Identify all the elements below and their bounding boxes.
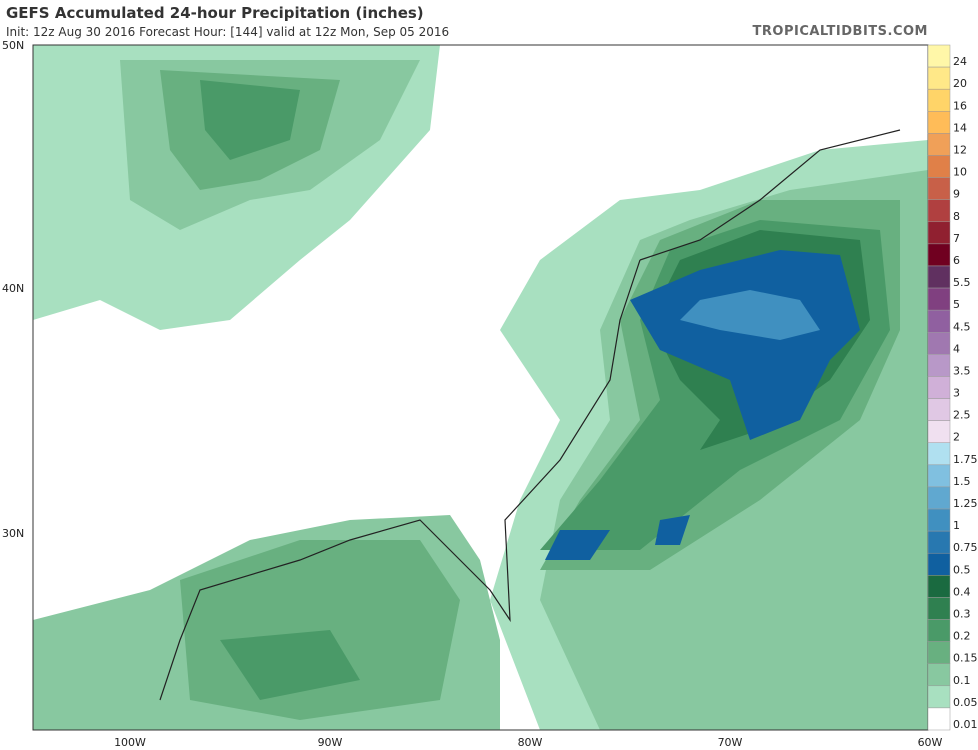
- colorbar-label: 0.2: [953, 630, 971, 643]
- colorbar-label: 3.5: [953, 364, 971, 377]
- colorbar-swatch: [927, 309, 951, 333]
- longitude-label: 60W: [918, 736, 943, 749]
- colorbar-label: 0.01: [953, 718, 978, 731]
- colorbar-label: 6: [953, 254, 960, 267]
- colorbar-swatch: [927, 177, 951, 200]
- colorbar-label: 1.5: [953, 475, 971, 488]
- colorbar-label: 10: [953, 166, 967, 179]
- longitude-label: 100W: [114, 736, 146, 749]
- colorbar-label: 0.1: [953, 674, 971, 687]
- colorbar-label: 2: [953, 431, 960, 444]
- colorbar-label: 1.75: [953, 453, 978, 466]
- longitude-label: 80W: [518, 736, 543, 749]
- colorbar-swatch: [927, 442, 951, 466]
- colorbar-swatch: [927, 243, 951, 267]
- colorbar-swatch: [927, 508, 951, 532]
- precip-field: [33, 45, 928, 730]
- latitude-label: 30N: [2, 527, 24, 540]
- longitude-label: 70W: [718, 736, 743, 749]
- colorbar-swatch: [927, 530, 951, 554]
- colorbar-label: 5: [953, 298, 960, 311]
- colorbar-label: 4.5: [953, 320, 971, 333]
- colorbar-swatch: [927, 552, 951, 576]
- colorbar-swatch: [927, 398, 951, 421]
- colorbar-swatch: [927, 597, 951, 620]
- colorbar-label: 0.5: [953, 563, 971, 576]
- colorbar-label: 9: [953, 188, 960, 201]
- colorbar-swatch: [927, 155, 951, 178]
- colorbar-swatch: [927, 221, 951, 245]
- colorbar-swatch: [927, 287, 951, 311]
- colorbar-swatch: [927, 265, 951, 289]
- colorbar-label: 2.5: [953, 409, 971, 422]
- colorbar-swatch: [927, 88, 951, 112]
- colorbar-label: 0.4: [953, 585, 971, 598]
- brand: TROPICALTIDBITS.COM: [752, 24, 928, 39]
- colorbar: 24 20 16 14 12 10 9 8 7 6 5.5 5 4.5 4 3.5 3 2.5 2 1.75 1.5 1…: [927, 44, 978, 731]
- colorbar-label: 4: [953, 342, 960, 355]
- colorbar-label: 7: [953, 232, 960, 245]
- colorbar-swatch: [927, 707, 951, 731]
- colorbar-swatch: [927, 641, 951, 664]
- longitude-label: 90W: [318, 736, 343, 749]
- colorbar-swatch: [927, 619, 951, 642]
- colorbar-swatch: [927, 685, 951, 709]
- colorbar-label: 20: [953, 77, 967, 90]
- colorbar-label: 5.5: [953, 276, 971, 289]
- colorbar-swatch: [927, 332, 951, 355]
- colorbar-swatch: [927, 111, 951, 134]
- colorbar-swatch: [927, 420, 951, 443]
- colorbar-swatch: [927, 376, 951, 399]
- map-title: GEFS Accumulated 24-hour Precipitation (…: [6, 4, 424, 22]
- colorbar-swatch: [927, 44, 951, 68]
- latitude-label: 50N: [2, 39, 24, 52]
- colorbar-label: 24: [953, 55, 967, 68]
- colorbar-swatch: [927, 354, 951, 377]
- colorbar-swatch: [927, 66, 951, 90]
- colorbar-label: 14: [953, 121, 967, 134]
- map-subtitle: Init: 12z Aug 30 2016 Forecast Hour: [14…: [6, 25, 450, 39]
- colorbar-swatch: [927, 486, 951, 510]
- colorbar-label: 8: [953, 210, 960, 223]
- colorbar-label: 3: [953, 387, 960, 400]
- colorbar-label: 16: [953, 99, 967, 112]
- colorbar-label: 1: [953, 519, 960, 532]
- colorbar-label: 0.05: [953, 696, 978, 709]
- latitude-label: 40N: [2, 282, 24, 295]
- colorbar-swatch: [927, 663, 951, 687]
- colorbar-swatch: [927, 464, 951, 488]
- colorbar-swatch: [927, 133, 951, 156]
- colorbar-label: 1.25: [953, 497, 978, 510]
- colorbar-swatch: [927, 575, 951, 598]
- colorbar-label: 0.3: [953, 608, 971, 621]
- colorbar-label: 0.15: [953, 652, 978, 665]
- colorbar-swatch: [927, 199, 951, 223]
- colorbar-label: 12: [953, 143, 967, 156]
- axis-labels: 50N 40N 30N 100W 90W 80W 70W 60W: [2, 39, 943, 749]
- colorbar-label: 0.75: [953, 541, 978, 554]
